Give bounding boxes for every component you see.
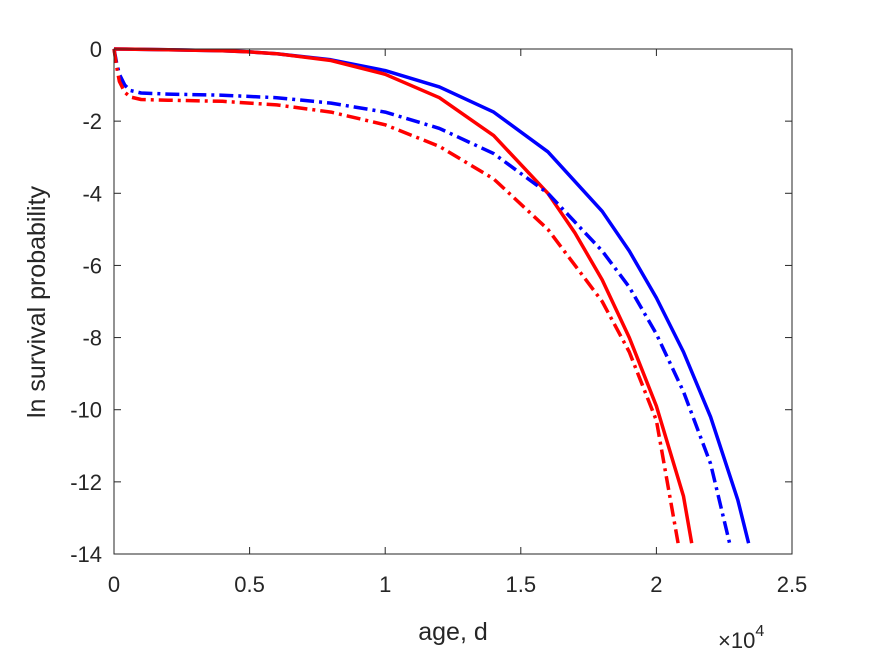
y-ticks: 0 -2 -4 -6 -8 -10 -12 -14 [70,37,792,567]
y-axis-label: ln survival probability [23,185,51,418]
series-line-2 [113,47,694,544]
y-tick-label-1: -2 [82,109,102,134]
x-ticks: 0 0.5 1 1.5 2 2.5 [108,49,807,597]
y-tick-label-7: -14 [70,542,102,567]
x-tick-label-2: 1 [379,572,391,597]
y-tick-label-5: -10 [70,398,102,423]
x-axis-label: age, d [418,618,488,646]
x-exponent-label: ×104 [718,623,764,653]
x-exponent-base: ×10 [718,628,755,653]
x-tick-label-1: 0.5 [234,572,265,597]
plot-area [114,49,792,554]
x-tick-label-4: 2 [650,572,662,597]
series-line-3 [112,48,732,544]
axes-box [113,48,793,555]
x-tick-label-3: 1.5 [506,572,537,597]
x-tick-label-5: 2.5 [777,572,808,597]
y-tick-label-0: 0 [90,37,102,62]
x-exponent-power: 4 [755,623,764,640]
y-tick-label-2: -4 [82,181,102,206]
y-tick-label-4: -8 [82,326,102,351]
y-tick-label-3: -6 [82,253,102,278]
series-line-4 [112,48,680,544]
y-tick-label-6: -12 [70,470,102,495]
series-lines [112,47,751,544]
x-tick-label-0: 0 [108,572,120,597]
